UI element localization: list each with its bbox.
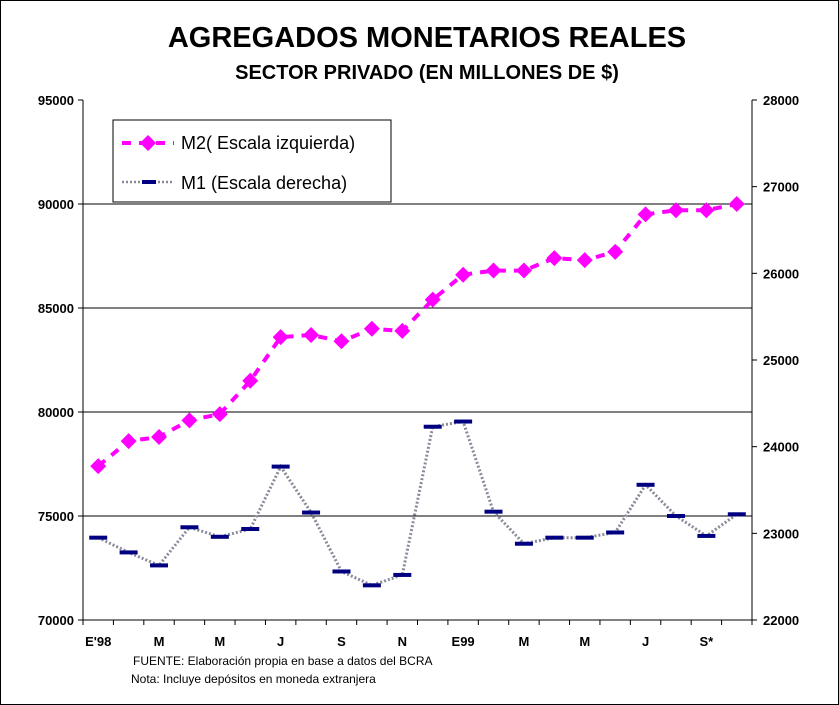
m2-point [333,333,350,350]
right-tick-label: 24000 [763,440,799,455]
m1-point [119,550,138,555]
x-tick-label: S [337,634,346,649]
m1-point [666,514,685,518]
right-axis-ticks: 22000 23000 24000 25000 26000 27000 28000 [752,93,799,628]
legend: M2( Escala izquierda) M1 (Escala derecha… [112,119,392,203]
m2-point [667,202,684,219]
left-tick-label: 80000 [38,405,74,420]
m1-point [393,572,412,577]
x-tick-label: E99 [452,634,475,649]
x-tick-label: E'98 [85,634,111,649]
left-axis-ticks: 70000 75000 80000 85000 90000 95000 [38,93,83,628]
m1-point [697,533,716,538]
m2-point [546,250,563,267]
x-tick-label: S* [700,634,715,649]
x-tick-label: N [398,634,407,649]
m1-point [727,512,746,517]
m1-point [454,419,473,424]
m1-point [545,535,564,540]
chart-title: AGREGADOS MONETARIOS REALES [168,22,686,54]
right-tick-label: 28000 [763,93,799,108]
m1-point [606,530,625,535]
m1-point [210,534,229,539]
m2-point [607,243,624,260]
m2-point [242,372,259,389]
m1-point [302,510,321,515]
m1-point [514,541,533,546]
m2-point [576,252,593,269]
legend-m2-marker [140,135,156,151]
x-tick-label: M [579,634,590,649]
m1-line [97,419,738,587]
m2-point [363,320,380,337]
m1-point [575,535,594,540]
x-axis-ticks: E'98 M M J S N E99 M M J S* [82,620,753,649]
right-tick-label: 23000 [763,526,799,541]
m2-point [90,458,107,475]
m2-point [637,206,654,223]
m1-point [89,535,108,540]
x-tick-label: M [519,634,530,649]
m1-point [271,464,290,469]
left-tick-label: 90000 [38,197,74,212]
m2-point [424,291,441,308]
m1-point [362,583,381,588]
left-tick-label: 75000 [38,509,74,524]
left-tick-label: 95000 [38,93,74,108]
x-tick-label: M [154,634,165,649]
m1-point [180,525,199,530]
m2-point [728,196,745,212]
footnote: Nota: Incluye depósitos en moneda extran… [131,672,376,686]
legend-box [112,119,392,203]
m1-point [484,509,503,514]
gridlines [83,203,752,517]
right-tick-label: 27000 [763,180,799,195]
m2-point [485,262,502,279]
legend-m2-label: M2( Escala izquierda) [181,133,355,153]
m1-point [636,482,655,487]
legend-m1-label: M1 (Escala derecha) [181,173,347,193]
m2-point [151,428,168,445]
m2-point [272,329,289,346]
m2-point [394,322,411,339]
left-tick-label: 85000 [38,301,74,316]
m1-point [423,424,442,429]
m2-point [455,266,472,283]
source-note: FUENTE: Elaboración propia en base a dat… [133,654,433,668]
chart-subtitle: SECTOR PRIVADO (EN MILLONES DE $) [235,62,619,84]
m1-point [241,527,260,531]
series-m1 [89,419,746,588]
m2-line [96,202,738,468]
legend-m1-marker [142,180,156,184]
m2-point [211,406,228,423]
m2-point [698,202,715,219]
m1-point [150,563,169,568]
right-tick-label: 22000 [763,613,799,628]
left-tick-label: 70000 [38,613,74,628]
x-tick-label: J [642,634,649,649]
m2-point [515,262,532,279]
m1-point [332,569,351,574]
x-tick-label: J [277,634,284,649]
right-tick-label: 26000 [763,266,799,281]
series-m2 [90,196,745,475]
m2-point [181,412,198,429]
m2-point [303,327,320,344]
x-tick-label: M [214,634,225,649]
m2-point [120,433,137,450]
right-tick-label: 25000 [763,353,799,368]
